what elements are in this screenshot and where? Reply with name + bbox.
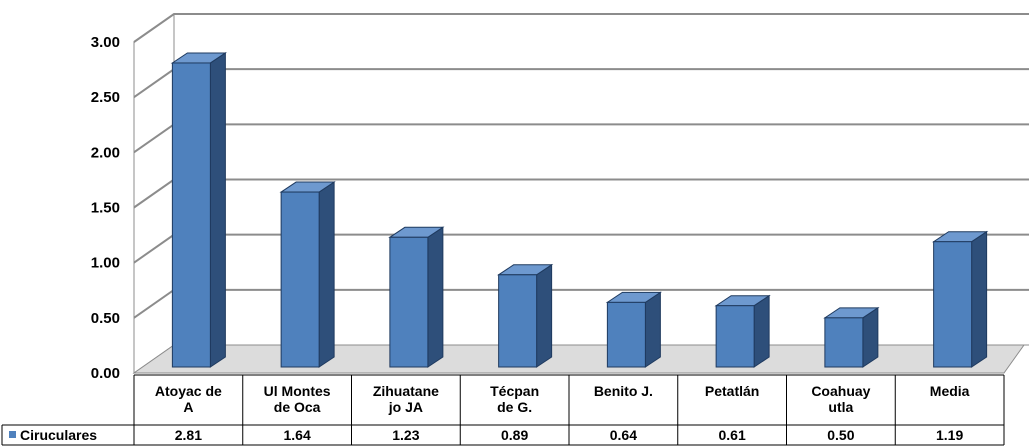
gridline	[133, 123, 1029, 154]
bar-side	[536, 263, 553, 368]
value-cell: 2.81	[175, 427, 202, 443]
bar	[931, 230, 989, 368]
category-label: Coahuay	[811, 383, 870, 399]
series-label: Ciruculares	[20, 427, 97, 443]
bar	[388, 226, 445, 368]
floor	[132, 344, 1025, 374]
gridline	[133, 178, 1029, 209]
category-label: Media	[930, 383, 970, 399]
y-tick-label: 1.00	[91, 255, 120, 272]
bar-front	[824, 317, 864, 368]
value-cell: 0.89	[501, 427, 528, 443]
chart-walls	[132, 13, 1029, 374]
gridlines	[133, 13, 1029, 319]
bar-front	[280, 191, 320, 368]
gridline	[133, 68, 1029, 98]
bar-side	[318, 181, 335, 368]
category-label: de G.	[497, 399, 532, 415]
bar-front	[171, 62, 211, 368]
y-tick-label: 3.00	[91, 34, 120, 51]
category-label: Benito J.	[594, 383, 653, 399]
bar-side	[753, 294, 770, 368]
bar-front	[933, 241, 973, 368]
gridline	[133, 13, 1029, 43]
category-label: Petatlán	[705, 383, 759, 399]
category-label: Ul Montes	[264, 383, 331, 399]
value-cell: 0.50	[827, 427, 854, 443]
value-cell: 0.64	[610, 427, 637, 443]
bar-side	[427, 226, 444, 368]
bars	[170, 52, 989, 368]
y-tick-label: 0.50	[91, 310, 120, 327]
bar-front	[389, 236, 429, 368]
bar	[605, 291, 663, 368]
y-tick-label: 2.00	[91, 144, 120, 161]
category-label: de Oca	[274, 399, 321, 415]
category-label: Técpan	[490, 383, 539, 399]
y-axis-ticks: 0.00 0.50 1.00 1.50 2.00 2.50 3.00	[91, 34, 120, 382]
bar-front	[498, 274, 538, 368]
bar	[714, 294, 771, 368]
category-label: Atoyac de	[155, 383, 222, 399]
category-label: utla	[828, 399, 853, 415]
y-tick-label: 0.00	[91, 365, 120, 382]
gridline	[133, 233, 1029, 264]
bar-front	[715, 305, 755, 368]
bar	[496, 263, 554, 368]
bar	[279, 181, 336, 368]
value-cell: 1.23	[392, 427, 419, 443]
category-label: A	[183, 399, 193, 415]
bar-side	[644, 291, 661, 368]
category-label: Zihuatane	[373, 383, 439, 399]
bar-side	[209, 52, 226, 368]
value-cell: 0.61	[719, 427, 746, 443]
value-cell: 1.19	[936, 427, 963, 443]
bar	[170, 52, 228, 368]
value-cell: 1.64	[284, 427, 311, 443]
legend-marker	[9, 431, 16, 438]
bar-front	[606, 301, 646, 368]
bar-side	[971, 230, 988, 368]
gridline	[133, 288, 1029, 319]
y-tick-label: 1.50	[91, 200, 120, 217]
category-label: jo JA	[388, 399, 423, 415]
bar	[823, 306, 880, 368]
y-tick-label: 2.50	[91, 89, 120, 106]
